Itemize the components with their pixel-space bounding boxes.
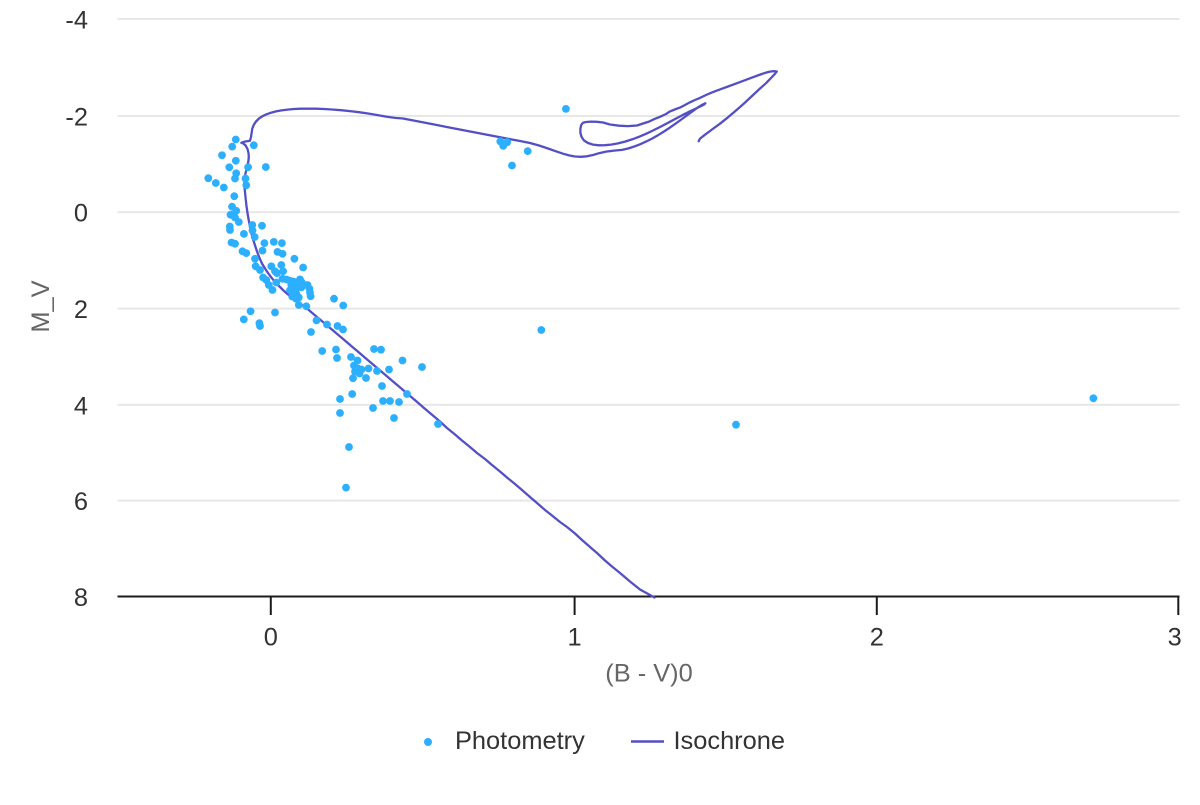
svg-text:8: 8 <box>74 584 88 612</box>
svg-text:-2: -2 <box>65 103 88 131</box>
svg-text:Photometry: Photometry <box>455 727 585 755</box>
svg-text:6: 6 <box>74 488 88 516</box>
svg-text:(B - V)0: (B - V)0 <box>605 660 692 688</box>
svg-text:2: 2 <box>74 296 88 324</box>
svg-text:0: 0 <box>74 200 88 228</box>
svg-text:Isochrone: Isochrone <box>674 727 786 755</box>
svg-text:2: 2 <box>870 624 884 652</box>
svg-text:-4: -4 <box>65 6 88 34</box>
svg-text:3: 3 <box>1168 624 1182 652</box>
svg-text:4: 4 <box>74 392 88 420</box>
svg-text:1: 1 <box>568 624 582 652</box>
svg-text:0: 0 <box>264 624 278 652</box>
svg-text:M_V: M_V <box>27 280 55 332</box>
